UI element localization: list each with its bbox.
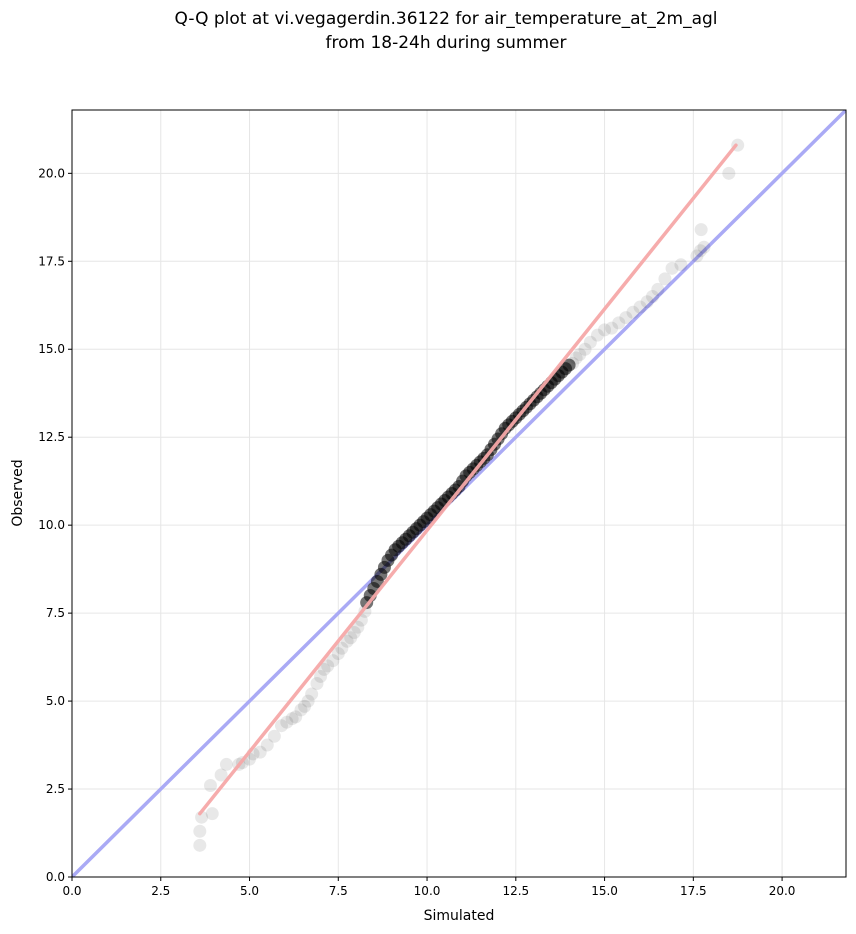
data-point: [203, 779, 217, 793]
data-point: [612, 316, 626, 330]
data-point: [314, 669, 328, 683]
y-tick-label: 12.5: [38, 430, 65, 444]
x-axis-label: Simulated: [424, 908, 495, 924]
data-point: [340, 634, 354, 648]
data-point: [193, 824, 207, 838]
data-point: [317, 662, 331, 676]
y-tick-label: 10.0: [38, 518, 65, 532]
data-point: [301, 694, 315, 708]
x-tick-label: 5.0: [240, 884, 259, 898]
x-tick-label: 2.5: [151, 884, 170, 898]
x-tick-label: 17.5: [680, 884, 707, 898]
data-point: [298, 699, 312, 713]
data-point: [562, 358, 576, 372]
data-point: [605, 321, 619, 335]
data-point: [578, 342, 592, 356]
y-tick-label: 5.0: [46, 694, 65, 708]
y-tick-label: 7.5: [46, 606, 65, 620]
y-axis: 0.0 2.5 5.0 7.5 10.0 12.5 15.0 17.5 20.0: [38, 166, 72, 884]
data-point: [274, 719, 288, 733]
data-point: [253, 745, 267, 759]
data-point: [626, 305, 640, 319]
data-point: [658, 272, 672, 286]
data-point: [260, 738, 274, 752]
data-point: [214, 768, 228, 782]
data-point: [193, 838, 207, 852]
x-axis: 0.0 2.5 5.0 7.5 10.0 12.5 15.0 17.5 20.0: [62, 877, 795, 898]
data-point: [590, 328, 604, 342]
data-point: [690, 249, 704, 263]
data-point: [344, 631, 358, 645]
data-point: [573, 348, 587, 362]
data-point: [219, 757, 233, 771]
fit-line: [198, 143, 738, 816]
data-point: [619, 311, 633, 325]
data-point: [697, 240, 711, 254]
grid: [71, 110, 846, 878]
data-point: [351, 620, 365, 634]
y-axis-label: Observed: [10, 459, 26, 526]
data-point: [693, 244, 707, 258]
data-point: [331, 647, 345, 661]
chart-title-line-2: from 18-24h during summer: [326, 33, 567, 53]
data-point: [347, 625, 361, 639]
data-point: [294, 703, 308, 717]
data-point: [285, 712, 299, 726]
data-point: [335, 641, 349, 655]
data-point: [694, 223, 708, 237]
y-tick-label: 17.5: [38, 254, 65, 268]
data-point: [583, 335, 597, 349]
data-point: [722, 166, 736, 180]
data-point: [633, 300, 647, 314]
x-tick-label: 20.0: [769, 884, 796, 898]
y-tick-label: 15.0: [38, 342, 65, 356]
y-tick-label: 0.0: [46, 870, 65, 884]
data-point: [598, 323, 612, 337]
y-tick-label: 2.5: [46, 782, 65, 796]
data-point: [674, 258, 688, 272]
data-point: [280, 715, 294, 729]
x-tick-label: 10.0: [414, 884, 441, 898]
data-point: [305, 687, 319, 701]
data-point: [651, 282, 665, 296]
data-point: [326, 654, 340, 668]
data-point: [321, 659, 335, 673]
chart-title-line-1: Q-Q plot at vi.vegagerdin.36122 for air_…: [174, 9, 717, 29]
data-point: [646, 289, 659, 303]
data-points: [193, 138, 745, 852]
x-tick-label: 0.0: [62, 884, 81, 898]
data-point: [267, 729, 281, 743]
plot-frame: [71, 109, 847, 878]
x-tick-label: 7.5: [329, 884, 348, 898]
x-tick-label: 12.5: [502, 884, 529, 898]
data-point: [310, 676, 324, 690]
data-point: [205, 807, 219, 821]
x-tick-label: 15.0: [591, 884, 618, 898]
data-point: [640, 295, 654, 309]
data-point: [289, 710, 303, 724]
y-tick-label: 20.0: [38, 166, 65, 180]
data-point: [665, 261, 679, 275]
